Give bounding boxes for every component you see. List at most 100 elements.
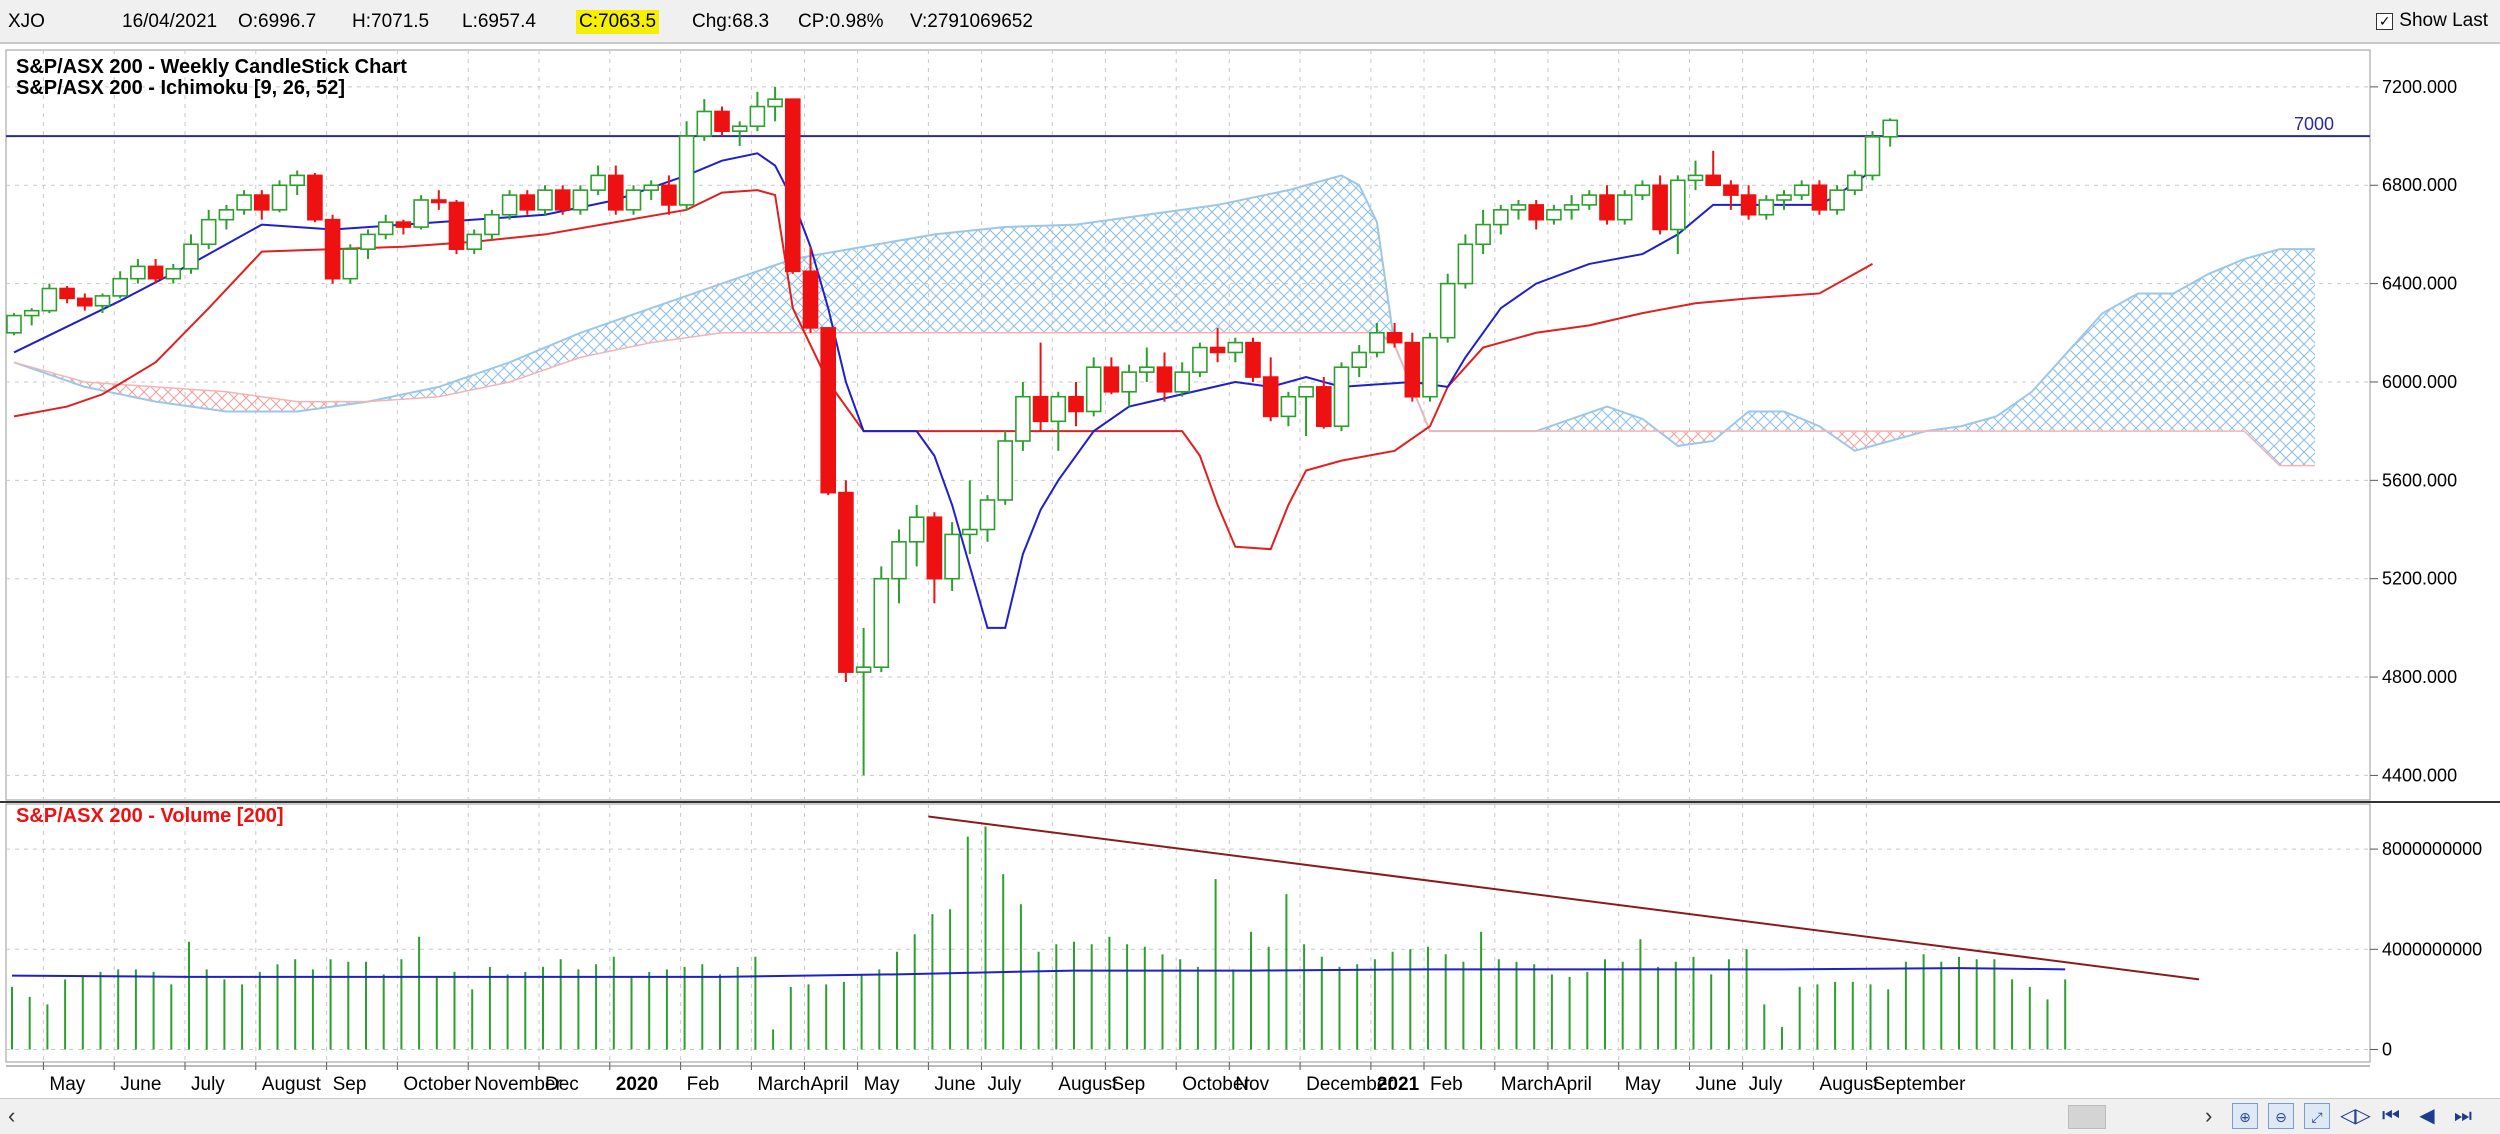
scroll-both-icon[interactable]: ◁▷ bbox=[2340, 1105, 2371, 1127]
candle[interactable] bbox=[1882, 118, 1898, 147]
candle[interactable] bbox=[1634, 180, 1651, 200]
candle[interactable] bbox=[1687, 160, 1704, 191]
candle[interactable] bbox=[908, 504, 925, 567]
candle[interactable] bbox=[307, 172, 323, 223]
first-bar-icon[interactable]: ⏮ bbox=[2382, 1105, 2400, 1127]
candle[interactable] bbox=[218, 204, 235, 230]
candle[interactable] bbox=[767, 86, 783, 122]
candle[interactable] bbox=[271, 180, 288, 213]
candle[interactable] bbox=[873, 566, 890, 673]
candle[interactable] bbox=[1404, 332, 1421, 402]
candle[interactable] bbox=[77, 293, 93, 311]
candle[interactable] bbox=[997, 431, 1014, 505]
candle[interactable] bbox=[1616, 190, 1633, 225]
candle[interactable] bbox=[749, 91, 766, 132]
candle[interactable] bbox=[1262, 357, 1279, 422]
show-last-toggle[interactable]: ✓ Show Last bbox=[2376, 10, 2488, 32]
candle[interactable] bbox=[1422, 332, 1438, 402]
last-bar-icon[interactable]: ⏭ bbox=[2454, 1105, 2472, 1127]
candle[interactable] bbox=[607, 165, 624, 215]
candle[interactable] bbox=[1316, 377, 1332, 429]
candle[interactable] bbox=[572, 185, 589, 215]
zoom-out-icon[interactable]: ⊖ bbox=[2268, 1103, 2294, 1129]
candle[interactable] bbox=[1829, 185, 1845, 215]
candle[interactable] bbox=[661, 175, 677, 215]
chart-area[interactable]: 4400.000 4800.000 5200.000 5600.000 6000.000… bbox=[0, 44, 2500, 1098]
candle[interactable] bbox=[1740, 185, 1757, 220]
candle[interactable] bbox=[1103, 357, 1120, 395]
candle[interactable] bbox=[1156, 352, 1173, 402]
candle[interactable] bbox=[254, 190, 270, 220]
candle[interactable] bbox=[448, 200, 465, 255]
candle[interactable] bbox=[519, 190, 536, 215]
candle[interactable] bbox=[731, 121, 748, 146]
candle[interactable] bbox=[147, 259, 164, 284]
candle[interactable] bbox=[1386, 322, 1403, 348]
candle[interactable] bbox=[1493, 204, 1509, 235]
candle[interactable] bbox=[360, 229, 376, 260]
candle[interactable] bbox=[855, 627, 872, 776]
candle[interactable] bbox=[1085, 357, 1102, 417]
candle[interactable] bbox=[838, 480, 854, 682]
candle[interactable] bbox=[501, 190, 518, 220]
candle[interactable] bbox=[1068, 381, 1084, 427]
candle[interactable] bbox=[625, 185, 642, 215]
horizontal-scrollbar-thumb[interactable] bbox=[2068, 1105, 2106, 1129]
candle[interactable] bbox=[1510, 200, 1527, 220]
candle[interactable] bbox=[200, 209, 217, 250]
candle[interactable] bbox=[41, 283, 58, 314]
candle[interactable] bbox=[1245, 337, 1261, 382]
candle[interactable] bbox=[342, 244, 359, 284]
candle[interactable] bbox=[289, 170, 306, 196]
candle[interactable] bbox=[484, 209, 500, 240]
candle[interactable] bbox=[1015, 381, 1031, 451]
candle[interactable] bbox=[59, 286, 75, 304]
candle[interactable] bbox=[130, 259, 146, 284]
candle[interactable] bbox=[112, 271, 128, 299]
candle[interactable] bbox=[1227, 337, 1244, 363]
candle[interactable] bbox=[926, 512, 943, 604]
candle[interactable] bbox=[23, 308, 40, 326]
candle[interactable] bbox=[590, 165, 606, 196]
candle[interactable] bbox=[1546, 204, 1562, 225]
candle[interactable] bbox=[1776, 190, 1792, 210]
candle[interactable] bbox=[183, 234, 199, 274]
candle[interactable] bbox=[1599, 185, 1615, 225]
volume-trendline[interactable] bbox=[928, 815, 2200, 981]
candle[interactable] bbox=[696, 99, 713, 141]
candle[interactable] bbox=[643, 180, 660, 200]
candle[interactable] bbox=[678, 121, 695, 210]
candle[interactable] bbox=[537, 185, 553, 215]
candle[interactable] bbox=[554, 185, 571, 215]
candle[interactable] bbox=[324, 214, 341, 284]
candle[interactable] bbox=[979, 495, 996, 542]
candle[interactable] bbox=[430, 190, 447, 210]
candle[interactable] bbox=[1670, 175, 1686, 255]
candle[interactable] bbox=[1174, 362, 1190, 397]
candle[interactable] bbox=[1333, 362, 1350, 432]
candle[interactable] bbox=[1369, 322, 1385, 358]
previous-bar-icon[interactable]: ◀ bbox=[2419, 1105, 2435, 1127]
candle[interactable] bbox=[1351, 345, 1367, 378]
candle[interactable] bbox=[1705, 150, 1721, 187]
candle[interactable] bbox=[1528, 200, 1544, 230]
candle[interactable] bbox=[1793, 180, 1810, 200]
candle[interactable] bbox=[1439, 273, 1456, 343]
candle[interactable] bbox=[6, 313, 22, 336]
candle[interactable] bbox=[714, 106, 730, 137]
candle[interactable] bbox=[1139, 347, 1155, 382]
candle[interactable] bbox=[1475, 209, 1491, 255]
candle[interactable] bbox=[891, 529, 907, 604]
zoom-fit-icon[interactable]: ⤢ bbox=[2304, 1103, 2330, 1129]
candle[interactable] bbox=[1652, 175, 1668, 235]
candle[interactable] bbox=[944, 522, 960, 591]
candle[interactable] bbox=[377, 214, 394, 240]
candle[interactable] bbox=[1457, 234, 1474, 289]
candle[interactable] bbox=[784, 98, 801, 274]
candle[interactable] bbox=[802, 246, 819, 333]
candle[interactable] bbox=[1121, 364, 1137, 407]
candle[interactable] bbox=[1032, 342, 1049, 432]
candle[interactable] bbox=[1723, 180, 1739, 210]
candle[interactable] bbox=[1864, 131, 1881, 181]
candle[interactable] bbox=[1050, 391, 1067, 451]
